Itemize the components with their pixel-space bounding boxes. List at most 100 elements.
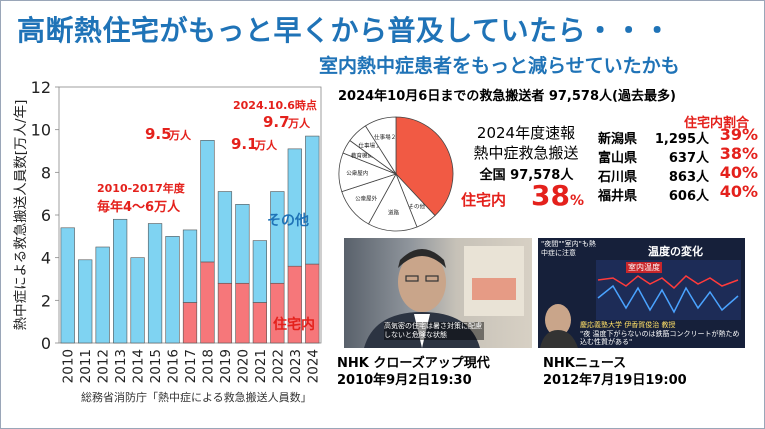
x-tick-label: 2020 [235,349,251,383]
stats-header: 2024年10月6日までの救急搬送者 97,578人(過去最多) [338,89,676,104]
bar-other [305,135,320,265]
nhk-news-screenshot: "夜間""室内"も熱中症に注意 温度の変化 室内温度 慶応義塾大学 伊香賀俊治 … [538,238,745,348]
y-tick-label: 2 [41,291,51,310]
bar-home [217,282,233,344]
prefecture-row: 富山県 637人 38% [598,144,758,166]
person-hair [398,249,446,268]
y-tick-label: 4 [41,249,51,268]
prefecture-name: 新潟県 [598,132,638,147]
page-title: 高断熱住宅がもっと早くから普及していたら・・・ [17,14,672,47]
pie-slice [364,116,397,176]
y-tick-label: 6 [41,206,51,225]
bar-other [78,259,93,344]
nhk2-overlay-name: 慶応義塾大学 伊香賀俊治 教授 [580,321,676,329]
pie-slice-label: 公衆屋内 [346,169,368,177]
graph-panel [596,260,741,320]
annotation-2023-unit: 万人 [254,138,278,152]
x-tick-label: 2011 [78,349,94,383]
national-total: 全国 97,578人 [479,168,574,183]
indoor-temp-line [597,275,739,290]
nhk1-overlay-caption: 高気密の住宅は暑さ対策に配慮しないと危険な状態 [384,322,484,340]
bar-home [200,261,215,344]
y-axis-label: 熱中症による救急搬送人員数[万人/年] [13,100,29,331]
prefecture-name: 石川県 [598,170,638,185]
annotation-home-label: 住宅内 [273,316,315,333]
interview-photo [364,246,524,348]
x-tick-label: 2019 [218,349,234,383]
bar-home [252,302,267,344]
pie-slice-label: 仕事場２ [374,133,396,141]
x-tick-label: 2015 [148,349,164,383]
y-tick-label: 8 [41,163,51,182]
x-tick-label: 2014 [131,349,147,383]
prefecture-count: 863人 [668,170,709,185]
prefecture-pct: 40% [719,163,758,182]
home-label: 住宅内 [461,191,507,209]
sokuho-block: 2024年度速報 熱中症救急搬送 [456,123,596,163]
pie-slice-label: その他 [409,203,426,211]
bar-home [235,282,250,344]
pie-slice-label: 仕事場１ [358,142,380,150]
y-tick-label: 12 [31,78,51,97]
nhk2-overlay-title: 温度の変化 [648,245,703,258]
poster-graphic [472,278,516,300]
nhk-closeup-screenshot: 高気密の住宅は暑さ対策に配慮しないと危険な状態 [344,238,532,348]
annotation-range-label-2: 毎年4～6万人 [97,199,181,215]
prefecture-count: 637人 [668,151,709,166]
prefecture-row: 石川県 863人 40% [598,163,758,185]
person-shirt [414,314,430,348]
pct-sign: % [569,193,584,209]
person-face [398,252,446,312]
annotation-2024-unit: 万人 [287,116,311,130]
home-percentage: 38% [531,179,584,212]
nhk2-legend: 室内温度 [626,262,662,273]
bar-home [182,302,198,344]
bar-other [217,191,233,284]
page-subtitle: 室内熱中症患者をもっと減らせていたかも [319,55,680,77]
prefecture-header: 住宅内割合 [684,116,750,131]
bar-other [252,240,267,303]
y-tick-label: 10 [31,121,51,140]
x-tick-label: 2024 [305,349,321,383]
sokuho-line2: 熱中症救急搬送 [473,144,579,162]
sokuho-line1: 2024年度速報 [476,124,576,142]
glasses-left [405,275,419,282]
nhk2-caption-date: 2012年7月19日19:00 [543,373,687,388]
prefecture-row: 新潟県 1,295人 39% [598,125,758,147]
prefecture-row: 福井県 606人 40% [598,182,758,204]
x-tick-label: 2018 [200,349,216,383]
bar-other [147,223,163,344]
x-tick-label: 2016 [166,349,182,383]
annotation-2024-value: 9.7 [263,113,290,131]
prefecture-pct: 38% [719,144,758,163]
bar-other [95,246,110,344]
pie-slice-label: 教育機関 [351,151,374,159]
x-tick-label: 2012 [96,349,112,383]
annotation-2024-date: 2024.10.6時点 [233,98,317,112]
source-note: 総務省消防庁「熱中症による救急搬送人員数」 [81,391,312,404]
bar-other [270,191,285,284]
x-tick-label: 2023 [288,349,304,383]
glasses-right [425,275,439,282]
bar-other [113,218,128,344]
x-tick-label: 2017 [183,349,199,383]
annotation-2018-value: 9.5 [145,125,172,143]
professor-suit [540,330,578,348]
bar-other [182,229,198,303]
prefecture-pct: 39% [719,125,758,144]
bar-other [287,148,302,267]
bar-other [235,204,250,284]
nhk1-caption-date: 2010年9月2日19:30 [337,373,472,388]
annotation-2018-unit: 万人 [168,128,192,142]
nhk2-overlay-quote: "夜 温度下がらないのは鉄筋コンクリートが熱ため込む性質がある" [580,330,740,346]
prefecture-pct: 40% [719,182,758,201]
x-tick-label: 2013 [113,349,129,383]
nhk2-caption-title: NHKニュース [543,356,627,371]
outdoor-temp-line [597,284,739,314]
y-tick-label: 0 [41,334,51,353]
x-tick-label: 2022 [270,349,286,383]
prefecture-count: 1,295人 [654,132,709,147]
